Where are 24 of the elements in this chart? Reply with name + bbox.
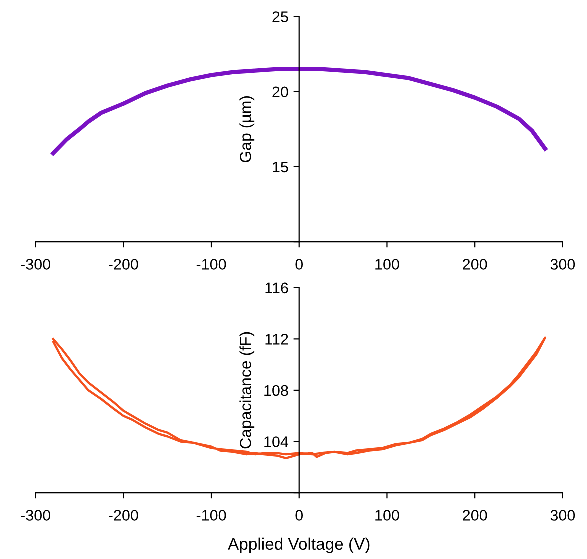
y-tick-label: 15 [273,162,288,173]
x-tick-label: 100 [376,259,400,270]
x-tick-label: -300 [21,510,50,521]
x-tick-label: -300 [21,259,50,270]
y-axis-title: Capacitance (fF) [240,332,255,449]
x-axis-title: Applied Voltage (V) [228,538,370,554]
x-tick-label: 200 [463,510,488,521]
x-tick-label: 0 [296,259,304,270]
y-tick-label: 25 [272,12,288,22]
x-tick-label: 100 [376,510,400,521]
y-tick-label: 104 [264,436,289,448]
y-tick-label: 108 [264,385,288,396]
x-tick-label: 0 [296,510,304,521]
x-tick-label: -100 [196,259,226,270]
x-tick-label: 200 [463,259,488,270]
y-tick-label: 112 [266,334,288,345]
y-tick-label: 20 [272,86,288,98]
x-tick-label: -100 [196,510,226,521]
y-axis-title: Gap (µm) [240,96,255,162]
x-tick-label: -200 [109,510,138,521]
x-tick-label: 300 [550,259,576,270]
x-tick-label: 300 [550,510,576,521]
x-tick-label: -200 [109,259,138,270]
y-tick-label: 116 [266,282,288,294]
